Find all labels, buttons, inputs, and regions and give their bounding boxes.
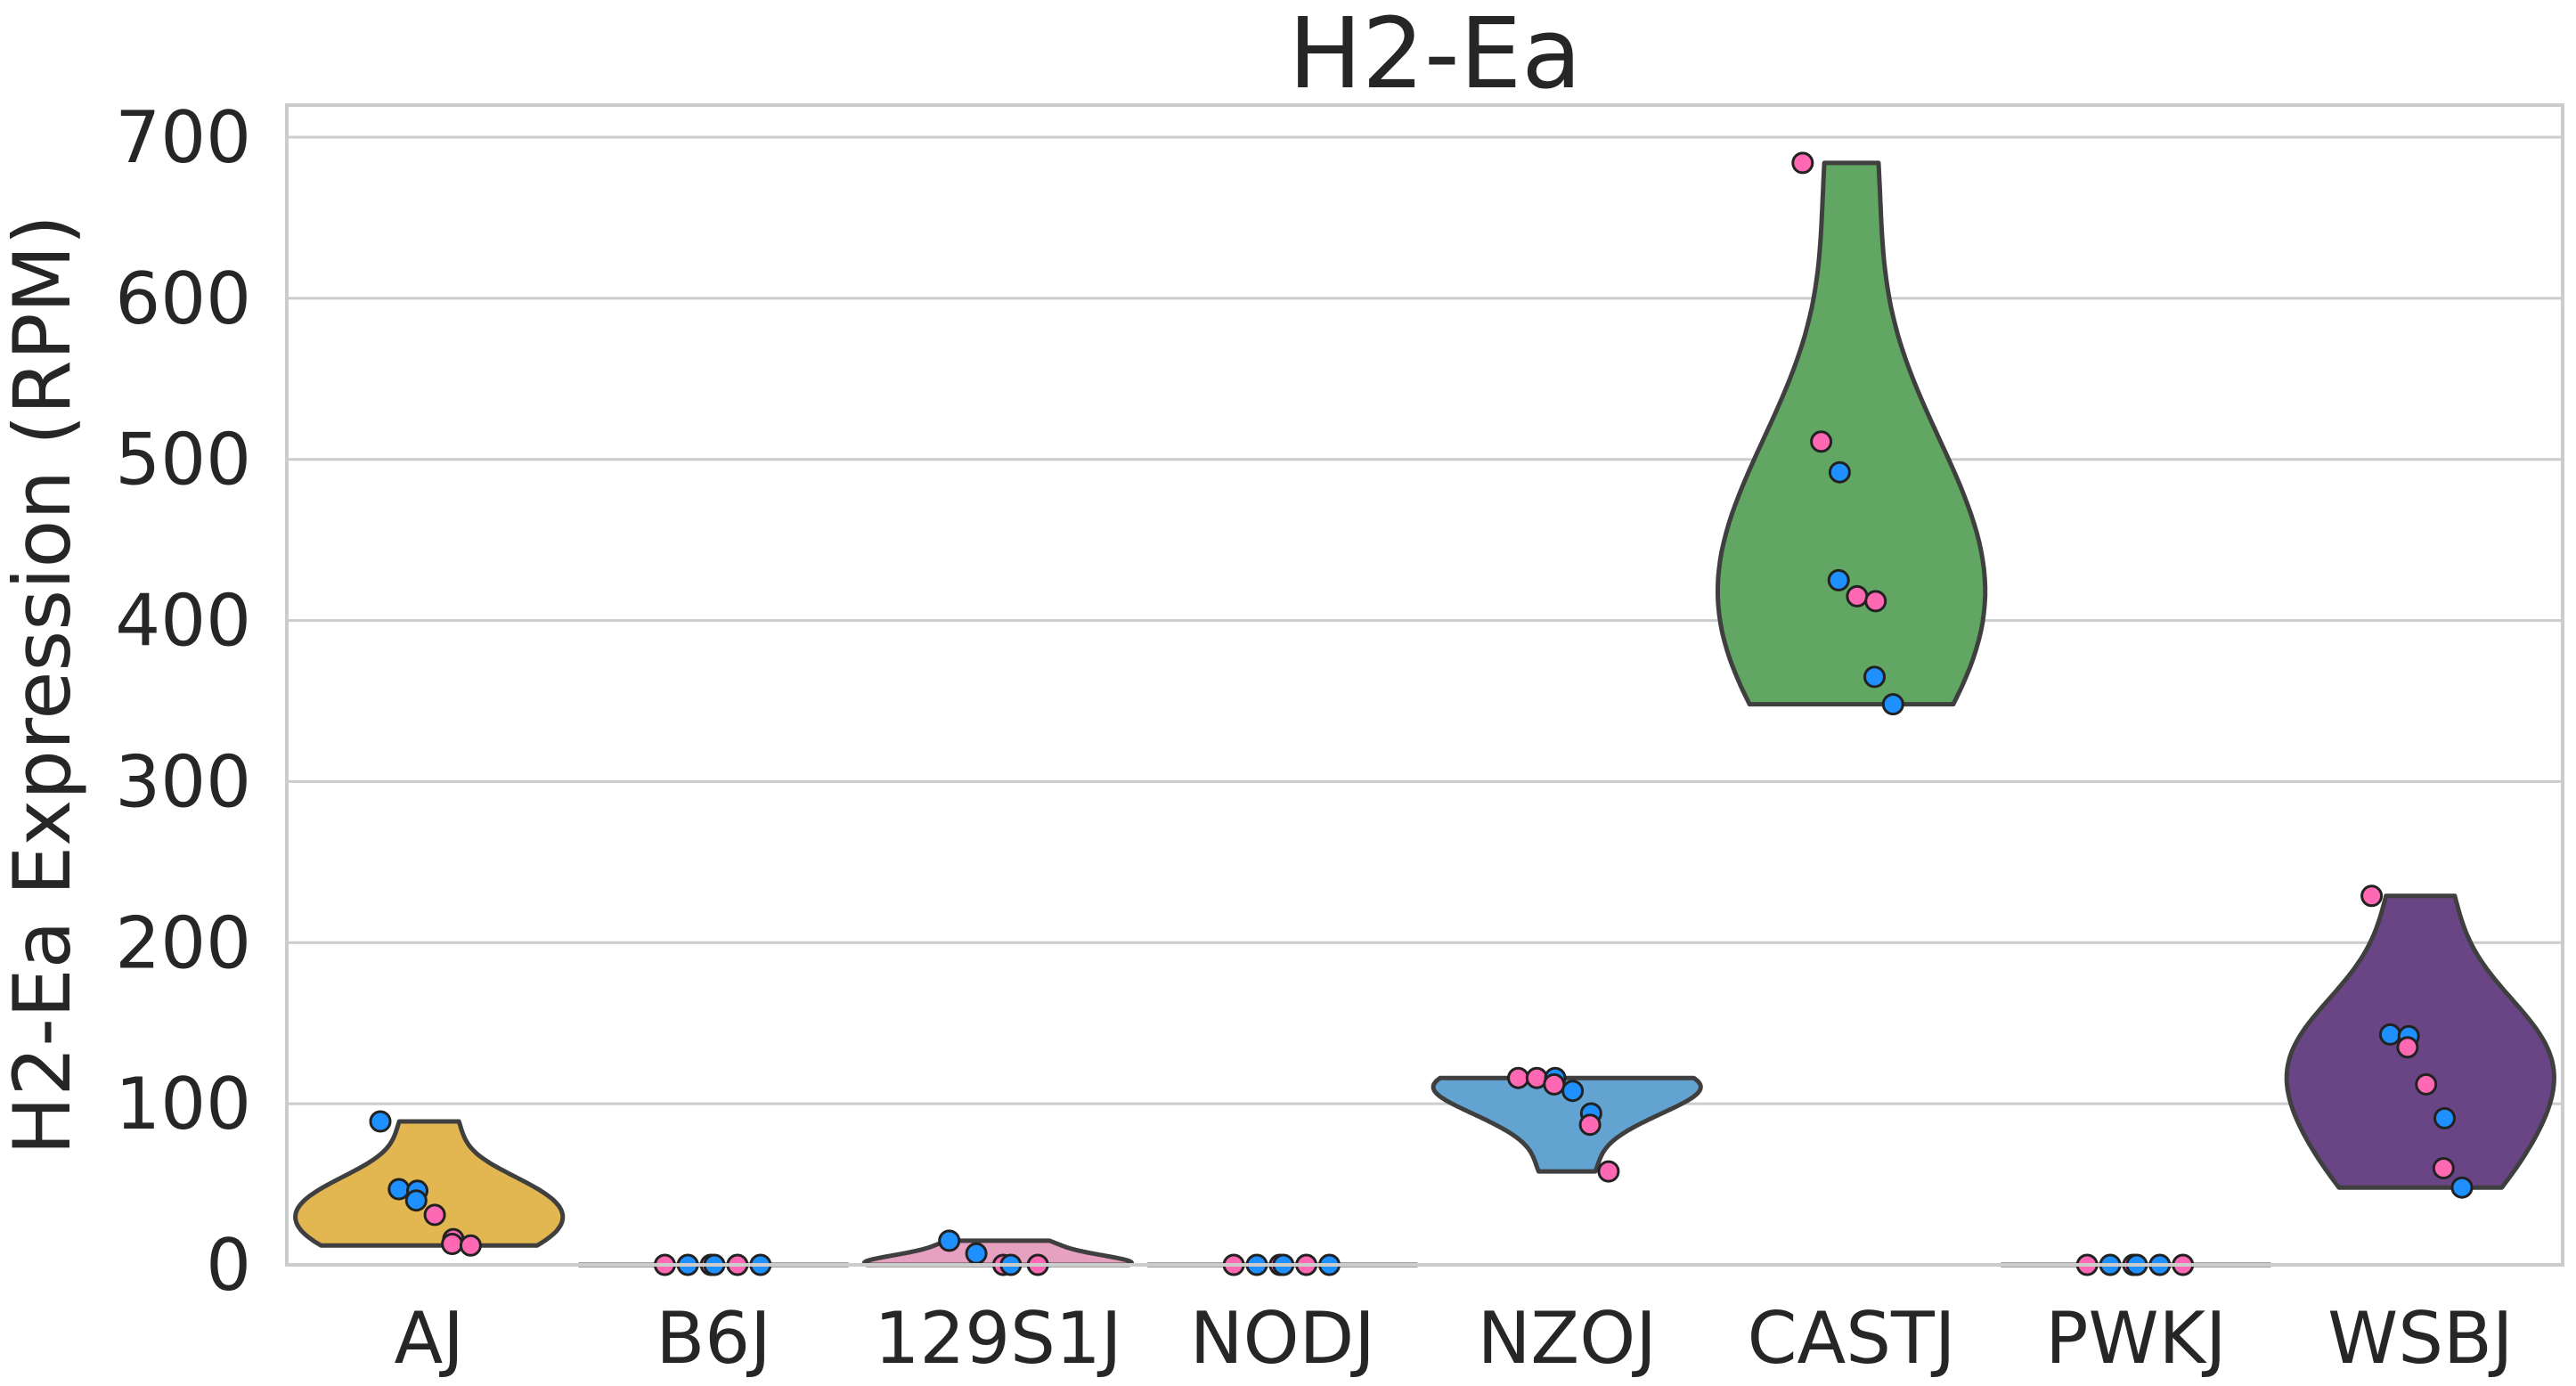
x-tick-label: PWKJ	[2045, 1297, 2226, 1380]
y-tick-label: 400	[115, 580, 251, 663]
data-point	[1543, 1072, 1566, 1096]
violin-wsbj	[2284, 893, 2556, 1190]
y-tick-label: 500	[115, 419, 251, 501]
x-tick-label: WSBJ	[2327, 1297, 2513, 1380]
data-point	[1863, 665, 1886, 689]
data-point	[1507, 1066, 1529, 1089]
data-point	[1864, 590, 1887, 613]
y-tick-label: 700	[115, 96, 251, 179]
chart-title: H2-Ea	[1288, 0, 1581, 110]
x-tick-label: B6J	[656, 1297, 770, 1380]
data-point	[2378, 1023, 2401, 1046]
data-point	[404, 1189, 428, 1212]
data-point	[1881, 693, 1904, 716]
data-point	[1846, 584, 1869, 607]
y-tick-label: 100	[115, 1063, 251, 1145]
data-point	[938, 1229, 961, 1252]
data-point	[1791, 151, 1814, 175]
x-tick-labels: AJ B6J 129S1J NODJ NZOJ CASTJ PWKJ WSBJ	[395, 1297, 2514, 1380]
x-tick-label: AJ	[395, 1297, 464, 1380]
x-tick-label: NODJ	[1190, 1297, 1375, 1380]
data-point	[1827, 568, 1850, 591]
violin-castj	[1716, 160, 1988, 707]
plot-frame	[285, 103, 2564, 1267]
data-point	[369, 1110, 392, 1133]
data-point	[1561, 1080, 1585, 1103]
data-point	[2433, 1106, 2456, 1129]
data-points	[369, 151, 2474, 1276]
y-tick-labels: 0 100 200 300 400 500 600 700	[115, 96, 251, 1307]
data-point	[2415, 1072, 2438, 1096]
data-point	[1810, 430, 1833, 453]
data-point	[387, 1178, 411, 1201]
y-axis-label: H2-Ea Expression (RPM)	[0, 215, 88, 1155]
data-point	[423, 1203, 446, 1227]
data-point	[2432, 1157, 2455, 1179]
y-tick-label: 200	[115, 901, 251, 984]
violin-aj	[293, 1119, 566, 1248]
data-point	[2360, 885, 2384, 908]
data-point	[459, 1234, 482, 1257]
data-point	[1578, 1113, 1602, 1137]
x-tick-label: 129S1J	[874, 1297, 1121, 1380]
data-point	[2396, 1036, 2419, 1059]
violin-nzoj	[1431, 1075, 1703, 1174]
x-tick-label: CASTJ	[1748, 1297, 1956, 1380]
data-point	[1597, 1160, 1620, 1183]
data-point	[2450, 1176, 2474, 1199]
y-tick-label: 0	[206, 1224, 251, 1307]
data-point	[1828, 461, 1851, 484]
data-point	[965, 1242, 988, 1265]
y-tick-label: 600	[115, 257, 251, 340]
data-point	[441, 1233, 464, 1255]
y-tick-label: 300	[115, 740, 251, 823]
x-tick-label: NZOJ	[1478, 1297, 1657, 1380]
